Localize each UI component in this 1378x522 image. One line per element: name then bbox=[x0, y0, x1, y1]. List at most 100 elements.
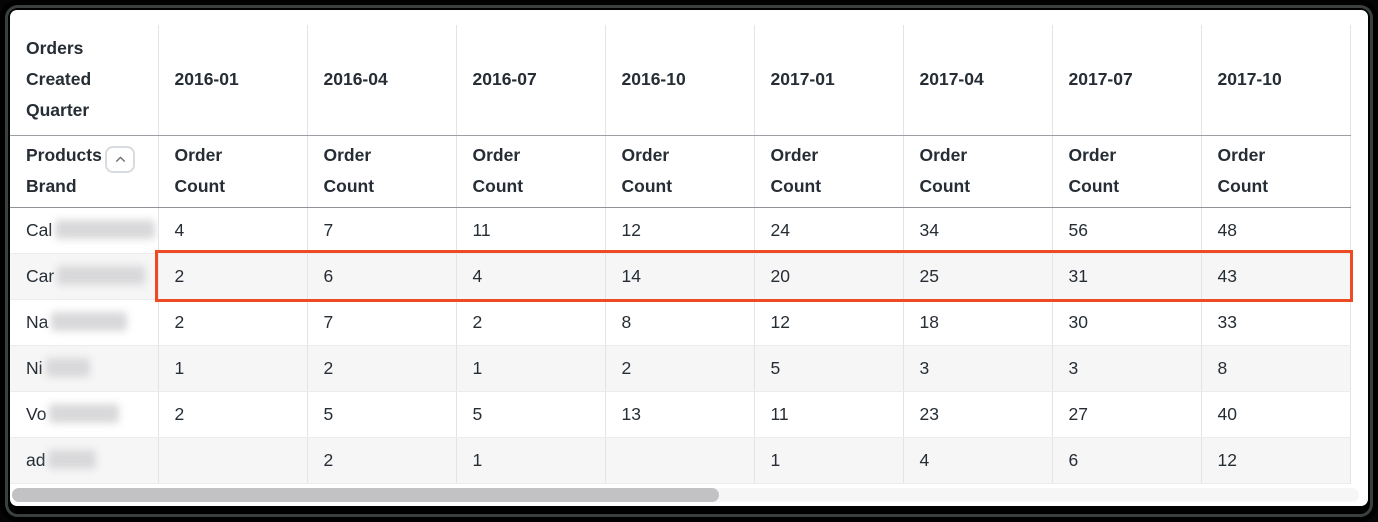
measure-label: Order Count bbox=[1217, 145, 1269, 196]
order-count-cell[interactable]: 33 bbox=[1201, 299, 1351, 346]
measure-label: Order Count bbox=[323, 145, 375, 196]
measure-header-order-count[interactable]: Order Count bbox=[456, 135, 606, 208]
order-count-cell[interactable]: 3 bbox=[903, 345, 1053, 392]
order-count-cell[interactable]: 2 bbox=[456, 299, 606, 346]
order-count-cell[interactable]: 27 bbox=[1052, 391, 1202, 438]
measure-header-order-count[interactable]: Order Count bbox=[754, 135, 904, 208]
column-header-quarter[interactable]: 2017-01 bbox=[754, 25, 904, 136]
order-count-cell[interactable]: 2 bbox=[158, 299, 308, 346]
brand-prefix-text: Car bbox=[26, 265, 55, 286]
row-label-brand[interactable]: Na bbox=[10, 299, 159, 346]
column-header-quarter[interactable]: 2016-10 bbox=[605, 25, 755, 136]
order-count-cell[interactable]: 30 bbox=[1052, 299, 1202, 346]
order-count-cell[interactable]: 18 bbox=[903, 299, 1053, 346]
order-count-cell[interactable]: 13 bbox=[605, 391, 755, 438]
order-count-cell[interactable]: 8 bbox=[1201, 345, 1351, 392]
column-header-quarter[interactable]: 2016-07 bbox=[456, 25, 606, 136]
table-row: Car 2 6 4 14 20 25 31 43 bbox=[10, 253, 1351, 300]
order-count-cell[interactable]: 1 bbox=[456, 437, 606, 484]
order-count-cell[interactable]: 3 bbox=[1052, 345, 1202, 392]
order-count-cell[interactable]: 20 bbox=[754, 253, 904, 300]
order-count-cell[interactable]: 5 bbox=[307, 391, 457, 438]
order-count-cell[interactable]: 34 bbox=[903, 207, 1053, 254]
order-count-cell[interactable]: 14 bbox=[605, 253, 755, 300]
row-label-brand[interactable]: Vo bbox=[10, 391, 159, 438]
row-label-brand[interactable]: ad bbox=[10, 437, 159, 484]
row-label-brand[interactable]: Car bbox=[10, 253, 159, 300]
products-brand-label: Products Brand bbox=[26, 140, 156, 202]
brand-prefix-text: ad bbox=[26, 449, 46, 470]
order-count-cell[interactable]: 40 bbox=[1201, 391, 1351, 438]
order-count-cell[interactable]: 23 bbox=[903, 391, 1053, 438]
row-label-brand[interactable]: Cal bbox=[10, 207, 159, 254]
order-count-cell[interactable]: 6 bbox=[307, 253, 457, 300]
order-count-cell[interactable]: 2 bbox=[307, 345, 457, 392]
column-header-quarter[interactable]: 2017-04 bbox=[903, 25, 1053, 136]
products-brand-line2: Brand bbox=[26, 176, 77, 196]
horizontal-scrollbar-thumb[interactable] bbox=[12, 488, 720, 502]
order-count-cell[interactable]: 4 bbox=[158, 207, 308, 254]
brand-prefix-text: Ni bbox=[26, 357, 43, 378]
order-count-cell[interactable]: 11 bbox=[754, 391, 904, 438]
order-count-cell[interactable]: 2 bbox=[605, 345, 755, 392]
order-count-cell[interactable]: 4 bbox=[903, 437, 1053, 484]
order-count-cell[interactable]: 31 bbox=[1052, 253, 1202, 300]
order-count-cell[interactable]: 12 bbox=[1201, 437, 1351, 484]
order-count-cell[interactable]: 1 bbox=[754, 437, 904, 484]
measure-header-order-count[interactable]: Order Count bbox=[158, 135, 308, 208]
order-count-cell[interactable]: 25 bbox=[903, 253, 1053, 300]
order-count-cell[interactable]: 43 bbox=[1201, 253, 1351, 300]
order-count-cell[interactable]: 1 bbox=[456, 345, 606, 392]
order-count-cell[interactable]: 7 bbox=[307, 299, 457, 346]
order-count-cell[interactable]: 7 bbox=[307, 207, 457, 254]
order-count-cell[interactable]: 2 bbox=[307, 437, 457, 484]
column-header-quarter[interactable]: 2016-04 bbox=[307, 25, 457, 136]
table-body: Cal 4 7 11 12 24 34 56 48 Car 2 6 4 14 20 25 31 43 Na 2 7 2 8 1… bbox=[10, 207, 1351, 484]
redacted-brand-blur bbox=[45, 357, 90, 377]
redacted-brand-blur bbox=[51, 311, 128, 331]
row-dimension-header-products-brand[interactable]: Products Brand bbox=[10, 135, 159, 208]
redacted-brand-blur bbox=[55, 219, 156, 239]
table-row: Na 2 7 2 8 12 18 30 33 bbox=[10, 299, 1351, 346]
table-row: Cal 4 7 11 12 24 34 56 48 bbox=[10, 207, 1351, 254]
order-count-cell[interactable]: 4 bbox=[456, 253, 606, 300]
order-count-cell[interactable]: 8 bbox=[605, 299, 755, 346]
column-header-quarter[interactable]: 2017-10 bbox=[1201, 25, 1351, 136]
measure-header-order-count[interactable]: Order Count bbox=[605, 135, 755, 208]
horizontal-scrollbar-track[interactable] bbox=[12, 488, 1359, 502]
order-count-cell[interactable]: 6 bbox=[1052, 437, 1202, 484]
measure-header-order-count[interactable]: Order Count bbox=[1052, 135, 1202, 208]
order-count-cell[interactable]: 11 bbox=[456, 207, 606, 254]
pivot-table: Orders Created Quarter 2016-01 2016-04 201… bbox=[10, 25, 1351, 484]
corner-header-orders-created-quarter[interactable]: Orders Created Quarter bbox=[10, 25, 159, 136]
redacted-brand-blur bbox=[57, 265, 146, 285]
row-label-brand[interactable]: Ni bbox=[10, 345, 159, 392]
order-count-cell[interactable] bbox=[158, 437, 308, 484]
brand-prefix-text: Na bbox=[26, 311, 49, 332]
table-row: Vo 2 5 5 13 11 23 27 40 bbox=[10, 391, 1351, 438]
column-header-quarter[interactable]: 2016-01 bbox=[158, 25, 308, 136]
order-count-cell[interactable]: 2 bbox=[158, 253, 308, 300]
order-count-cell[interactable] bbox=[605, 437, 755, 484]
order-count-cell[interactable]: 5 bbox=[456, 391, 606, 438]
order-count-cell[interactable]: 12 bbox=[605, 207, 755, 254]
measure-label: Order Count bbox=[472, 145, 524, 196]
measure-header-order-count[interactable]: Order Count bbox=[1201, 135, 1351, 208]
order-count-cell[interactable]: 1 bbox=[158, 345, 308, 392]
order-count-cell[interactable]: 48 bbox=[1201, 207, 1351, 254]
corner-header-label: Orders Created Quarter bbox=[26, 38, 92, 121]
chevron-up-button[interactable] bbox=[105, 145, 135, 173]
order-count-cell[interactable]: 5 bbox=[754, 345, 904, 392]
order-count-cell[interactable]: 12 bbox=[754, 299, 904, 346]
measure-header-order-count[interactable]: Order Count bbox=[903, 135, 1053, 208]
measure-label: Order Count bbox=[174, 145, 226, 196]
data-table-panel: Orders Created Quarter 2016-01 2016-04 201… bbox=[10, 10, 1368, 506]
column-header-quarter[interactable]: 2017-07 bbox=[1052, 25, 1202, 136]
brand-prefix-text: Cal bbox=[26, 219, 53, 240]
table-row: ad 2 1 1 4 6 12 bbox=[10, 437, 1351, 484]
order-count-cell[interactable]: 56 bbox=[1052, 207, 1202, 254]
order-count-cell[interactable]: 2 bbox=[158, 391, 308, 438]
order-count-cell[interactable]: 24 bbox=[754, 207, 904, 254]
measure-header-order-count[interactable]: Order Count bbox=[307, 135, 457, 208]
